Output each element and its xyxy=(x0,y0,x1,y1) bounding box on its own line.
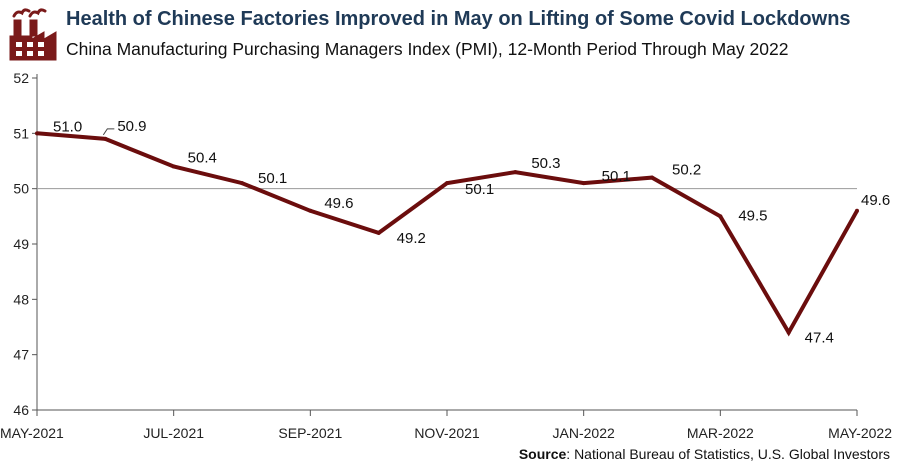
x-tick-label: JAN-2022 xyxy=(553,425,615,441)
source-label: Source xyxy=(518,446,567,462)
data-label: 49.2 xyxy=(397,230,426,247)
y-tick-label: 52 xyxy=(13,70,29,86)
source-text: : National Bureau of Statistics, U.S. Gl… xyxy=(566,446,890,462)
data-point xyxy=(718,214,723,219)
y-tick-label: 50 xyxy=(13,181,29,197)
x-tick-label: MAR-2022 xyxy=(687,425,754,441)
data-label: 50.1 xyxy=(602,168,631,185)
data-point xyxy=(650,175,654,180)
x-axis: MAY-2021 JUL-2021 SEP-2021 NOV-2021 JAN-2022… xyxy=(0,409,892,441)
data-point xyxy=(445,181,449,186)
data-label: 49.5 xyxy=(738,207,767,224)
data-label: 50.3 xyxy=(531,155,560,172)
chart-title: Health of Chinese Factories Improved in … xyxy=(66,8,851,30)
data-label: 49.6 xyxy=(324,195,353,212)
y-tick-label: 48 xyxy=(13,291,29,307)
data-point xyxy=(171,164,176,169)
data-label: 50.1 xyxy=(465,181,494,198)
data-point xyxy=(35,131,39,136)
label-leader xyxy=(102,128,115,136)
data-labels: 51.0 50.9 50.4 50.1 49.6 49.2 50.1 50.3 50.1 50.2… xyxy=(53,118,890,347)
data-label: 50.2 xyxy=(672,162,701,179)
data-label: 50.9 xyxy=(117,118,146,135)
data-point xyxy=(308,208,313,213)
data-label: 50.1 xyxy=(258,170,287,187)
factory-icon xyxy=(9,8,57,61)
data-point xyxy=(786,330,791,335)
x-tick-label: MAY-2021 xyxy=(0,425,64,441)
data-label: 50.4 xyxy=(188,150,217,167)
data-label: 49.6 xyxy=(861,192,890,209)
data-point xyxy=(855,208,859,213)
data-points xyxy=(35,131,859,335)
data-point xyxy=(376,230,381,235)
y-axis: 46 47 48 49 50 51 52 xyxy=(13,70,38,418)
y-tick-label: 49 xyxy=(13,236,29,252)
x-tick-label: MAY-2022 xyxy=(828,425,892,441)
data-label: 47.4 xyxy=(805,330,834,347)
x-tick-label: NOV-2021 xyxy=(414,425,480,441)
source-note: Source: National Bureau of Statistics, U… xyxy=(519,446,890,462)
x-tick-label: SEP-2021 xyxy=(278,425,342,441)
data-point xyxy=(513,170,518,175)
data-point xyxy=(240,181,244,186)
series-line xyxy=(36,131,859,337)
chart-header: Health of Chinese Factories Improved in … xyxy=(0,0,900,70)
chart-subtitle: China Manufacturing Purchasing Managers … xyxy=(66,39,789,59)
x-tick-label: JUL-2021 xyxy=(143,425,204,441)
y-tick-label: 51 xyxy=(13,125,29,141)
y-tick-label: 47 xyxy=(13,347,29,363)
data-label: 51.0 xyxy=(53,118,82,135)
y-tick-label: 46 xyxy=(13,402,29,418)
data-point xyxy=(103,136,108,141)
data-point xyxy=(581,181,586,186)
